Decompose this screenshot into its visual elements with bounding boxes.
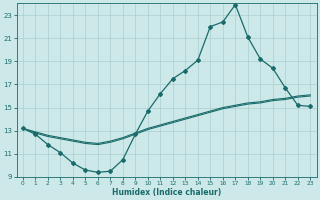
X-axis label: Humidex (Indice chaleur): Humidex (Indice chaleur): [112, 188, 221, 197]
